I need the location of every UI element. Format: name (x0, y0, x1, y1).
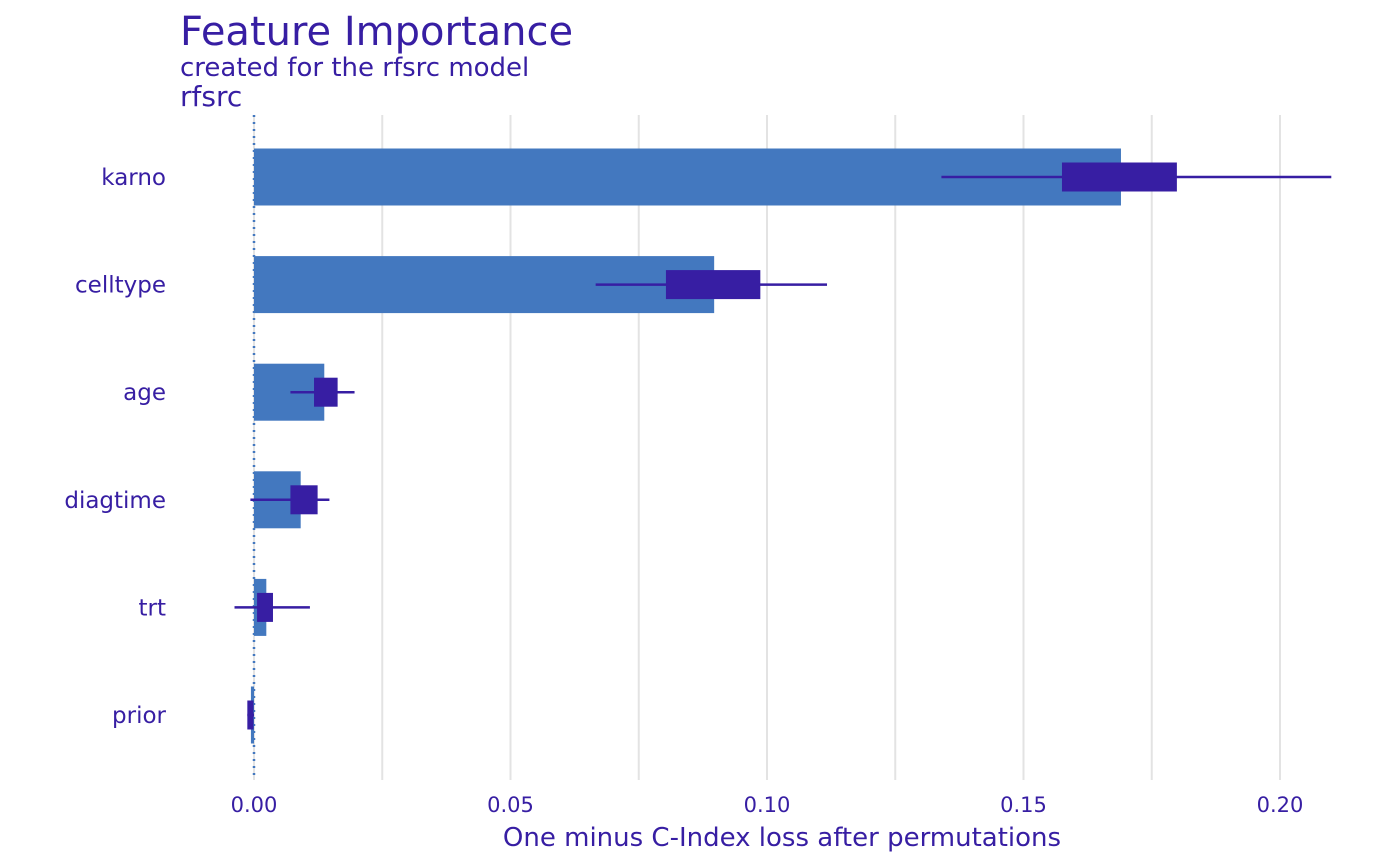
y-axis-labels: karno celltype age diagtime trt prior (64, 165, 166, 729)
x-tick-label: 0.15 (1000, 793, 1047, 817)
box-prior (247, 700, 254, 730)
y-label-trt: trt (139, 595, 167, 621)
x-tick-label: 0.10 (744, 793, 791, 817)
x-tick-label: 0.05 (487, 793, 534, 817)
box-trt (257, 592, 273, 622)
box-age (314, 377, 338, 407)
x-axis-ticks: 0.00 0.05 0.10 0.15 0.20 (231, 793, 1304, 817)
y-label-karno: karno (101, 165, 166, 191)
box-karno (1061, 162, 1177, 192)
chart-subtitle: created for the rfsrc model (180, 53, 530, 83)
y-label-prior: prior (112, 703, 167, 729)
y-label-celltype: celltype (75, 273, 166, 299)
y-label-age: age (123, 380, 166, 406)
boxplots-layer (234, 162, 1332, 730)
box-celltype (665, 270, 761, 300)
grid-lines (253, 115, 1281, 780)
x-tick-label: 0.20 (1257, 793, 1304, 817)
x-axis-label: One minus C-Index loss after permutation… (503, 823, 1061, 853)
y-label-diagtime: diagtime (64, 488, 166, 514)
box-diagtime (290, 485, 318, 515)
chart-title: Feature Importance (180, 9, 574, 55)
x-tick-label: 0.00 (231, 793, 278, 817)
model-label: rfsrc (180, 80, 243, 113)
